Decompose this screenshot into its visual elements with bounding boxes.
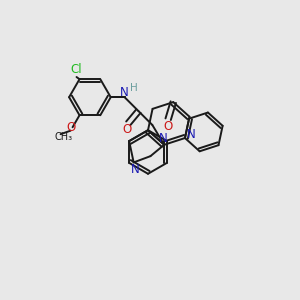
Text: N: N <box>120 86 129 99</box>
Text: N: N <box>131 163 140 176</box>
Text: CH₃: CH₃ <box>55 132 73 142</box>
Text: Cl: Cl <box>71 63 82 76</box>
Text: O: O <box>123 123 132 136</box>
Text: H: H <box>130 83 137 93</box>
Text: O: O <box>66 121 75 134</box>
Text: N: N <box>187 128 195 141</box>
Text: O: O <box>164 120 173 133</box>
Text: N: N <box>159 132 168 145</box>
